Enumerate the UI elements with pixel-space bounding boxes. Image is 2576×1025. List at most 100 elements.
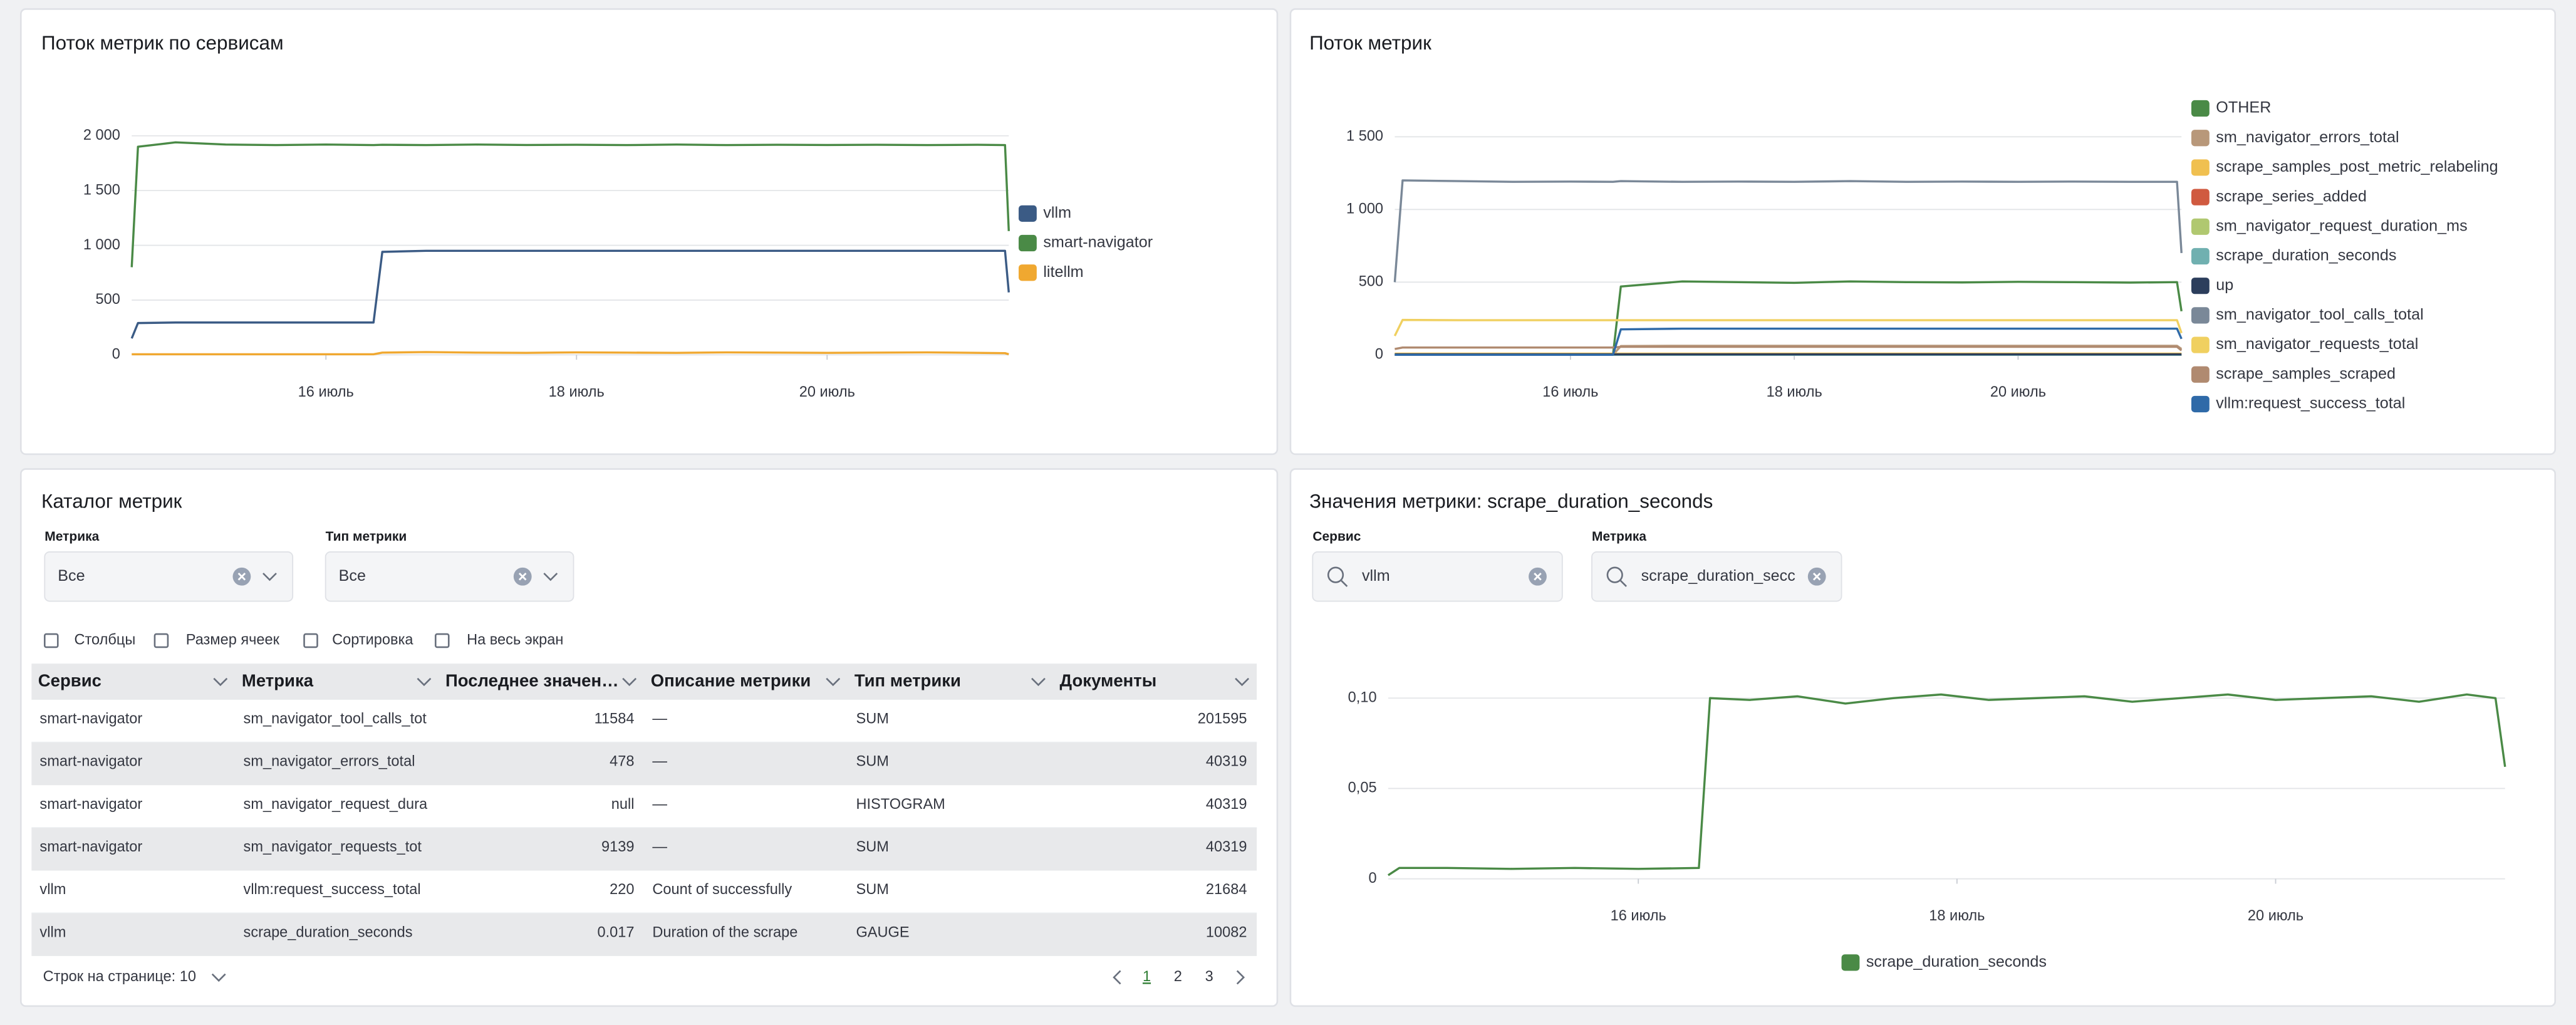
column-header[interactable]: Описание метрики — [651, 670, 811, 690]
legend-swatch — [2191, 218, 2210, 235]
legend-swatch — [2191, 100, 2210, 117]
legend-label[interactable]: up — [2216, 276, 2233, 294]
y-tick-label: 500 — [1359, 273, 1383, 289]
y-tick-label: 1 000 — [83, 236, 120, 252]
legend-label[interactable]: scrape_series_added — [2216, 187, 2367, 205]
legend-label[interactable]: OTHER — [2216, 99, 2271, 117]
legend-label[interactable]: litellm — [1043, 263, 1083, 281]
clear-x — [518, 572, 527, 581]
toolbar-icon — [43, 633, 59, 648]
legend-label[interactable]: sm_navigator_tool_calls_total — [2216, 306, 2423, 323]
legend-swatch — [1841, 954, 1860, 971]
legend-swatch — [2191, 189, 2210, 206]
panel — [19, 8, 1279, 455]
y-tick-label: 1 500 — [1346, 128, 1383, 144]
table-cell: smart-navigator — [39, 710, 142, 727]
toolbar-icon — [303, 633, 318, 648]
table-cell: sm_navigator_tool_calls_tot — [244, 710, 427, 727]
y-tick-label: 1 000 — [1346, 200, 1383, 217]
column-header[interactable]: Метрика — [242, 670, 314, 690]
legend-label[interactable]: sm_navigator_request_duration_ms — [2216, 217, 2467, 234]
series-line — [130, 141, 1010, 268]
y-tick-label: 0 — [1368, 870, 1376, 886]
panel — [1289, 8, 2557, 455]
select-value: Все — [339, 567, 366, 585]
table-cell: Count of successfully — [652, 881, 792, 897]
table-cell: sm_navigator_errors_total — [244, 753, 415, 769]
legend-label[interactable]: scrape_samples_scraped — [2216, 365, 2396, 382]
table-cell: — — [652, 753, 667, 769]
table-cell: SUM — [856, 710, 888, 727]
table-cell: 40319 — [1206, 796, 1247, 812]
y-tick-label: 0 — [1375, 346, 1383, 362]
x-tick-label: 18 июль — [1929, 907, 1985, 924]
legend-swatch — [2191, 336, 2210, 353]
select-value: Все — [58, 567, 85, 585]
page-link[interactable]: 1 — [1143, 968, 1151, 984]
legend-label[interactable]: scrape_duration_seconds — [1866, 953, 2047, 970]
next-page[interactable] — [1236, 970, 1245, 985]
x-tick-label: 20 июль — [799, 383, 855, 400]
select-box[interactable] — [325, 551, 574, 602]
toolbar-icon — [153, 633, 169, 648]
input-value: vllm — [1362, 567, 1390, 585]
x-tick-label: 18 июль — [1767, 383, 1822, 400]
page-link[interactable]: 3 — [1205, 968, 1213, 984]
search-icon — [1606, 566, 1623, 583]
rows-per-page[interactable]: Строк на странице: 10 — [43, 968, 196, 984]
legend-swatch — [2191, 130, 2210, 147]
toolbar-button[interactable]: На весь экран — [467, 632, 563, 648]
series-line — [132, 351, 1009, 356]
toolbar-button[interactable]: Сортировка — [332, 632, 413, 648]
table-cell: vllm — [39, 881, 66, 897]
legend-label[interactable]: sm_navigator_requests_total — [2216, 335, 2418, 353]
table-cell: smart-navigator — [39, 838, 142, 855]
x-tick-label: 20 июль — [2248, 907, 2303, 924]
series-line — [1388, 693, 2506, 877]
legend-label[interactable]: scrape_samples_post_metric_relabeling — [2216, 158, 2498, 175]
toolbar-button[interactable]: Размер ячеек — [186, 632, 280, 648]
search-icon — [1327, 566, 1344, 583]
filter-label: Метрика — [44, 529, 99, 544]
x-tick-label: 18 июль — [549, 383, 605, 400]
y-tick-label: 0 — [112, 346, 120, 362]
chart-title: Поток метрик по сервисам — [41, 32, 284, 54]
column-header[interactable]: Документы — [1060, 670, 1157, 690]
legend-label[interactable]: vllm — [1043, 204, 1071, 221]
y-tick-label: 0,05 — [1348, 779, 1377, 796]
chevron-icon — [826, 677, 841, 687]
chevron-icon — [622, 677, 637, 687]
table-cell: 10082 — [1206, 924, 1247, 940]
input-value: scrape_duration_secc — [1641, 567, 1795, 585]
table-cell: 220 — [610, 881, 634, 897]
toolbar-button[interactable]: Столбцы — [74, 632, 135, 648]
row-stripe — [31, 742, 1257, 786]
x-tick-label: 16 июль — [298, 383, 354, 400]
prev-page[interactable] — [1113, 970, 1121, 985]
page-link[interactable]: 2 — [1174, 968, 1182, 984]
chart-title: Значения метрики: scrape_duration_second… — [1309, 491, 1713, 512]
column-header[interactable]: Сервис — [38, 670, 101, 690]
legend-label[interactable]: scrape_duration_seconds — [2216, 247, 2396, 264]
legend-swatch — [2191, 278, 2210, 294]
search-input[interactable] — [1591, 551, 1842, 602]
table-cell: SUM — [856, 753, 888, 769]
y-tick-label: 1 500 — [83, 181, 120, 197]
table-cell: vllm — [39, 924, 66, 940]
legend-swatch — [2191, 247, 2210, 265]
y-tick-label: 2 000 — [83, 127, 120, 143]
table-cell: SUM — [856, 881, 888, 897]
series-line — [130, 249, 1010, 339]
table-cell: — — [652, 838, 667, 855]
legend-label[interactable]: smart-navigator — [1043, 234, 1153, 251]
column-header[interactable]: Последнее значен… — [445, 670, 619, 690]
table-cell: smart-navigator — [39, 753, 142, 769]
series-line — [1393, 318, 2183, 336]
x-tick-label: 16 июль — [1611, 907, 1666, 924]
search-input[interactable] — [1312, 551, 1563, 602]
chevron-icon — [211, 973, 226, 982]
legend-label[interactable]: vllm:request_success_total — [2216, 395, 2405, 412]
legend-label[interactable]: sm_navigator_errors_total — [2216, 128, 2399, 146]
select-box[interactable] — [44, 551, 294, 602]
column-header[interactable]: Тип метрики — [854, 670, 961, 690]
